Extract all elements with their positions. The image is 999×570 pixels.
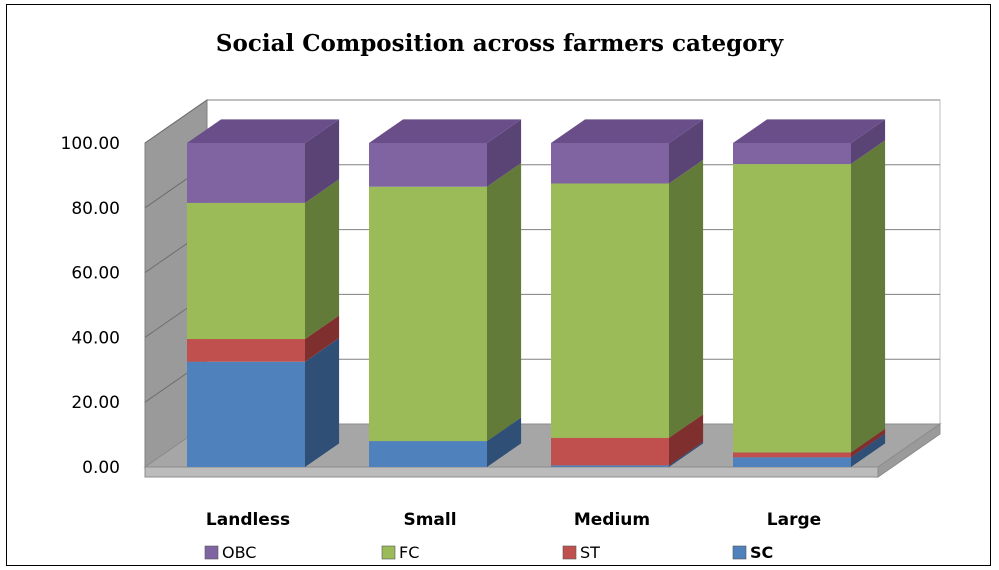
legend-label-fc: FC	[399, 543, 419, 562]
bar-fc-medium	[551, 183, 669, 438]
bar-fc-landless	[187, 202, 305, 340]
bar-obc-large	[733, 143, 851, 165]
bar-sc-medium	[551, 465, 669, 467]
bar-fc-large	[733, 164, 851, 453]
floor-side	[877, 423, 941, 478]
legend-label-obc: OBC	[222, 543, 256, 562]
chart-title: Social Composition across farmers catego…	[215, 30, 784, 57]
bar-side-obc-small	[487, 119, 522, 187]
bar-top-landless	[187, 119, 340, 143]
y-tick-label: 100.00	[61, 134, 120, 154]
bar-side-fc-medium	[669, 159, 704, 438]
bar-side-sc-large	[851, 433, 886, 467]
bar-side-obc-landless	[305, 119, 340, 203]
bar-side-fc-small	[487, 163, 522, 442]
legend-swatch-fc	[381, 545, 396, 560]
bar-sc-landless	[187, 361, 305, 467]
bar-fc-small	[369, 186, 487, 442]
y-tick-label: 20.00	[71, 393, 120, 413]
bar-side-st-large	[851, 428, 886, 458]
legend-label-st: ST	[580, 543, 600, 562]
y-tick-label: 40.00	[71, 328, 120, 348]
legend-label-sc: SC	[750, 543, 773, 562]
bar-obc-medium	[551, 143, 669, 184]
bar-obc-small	[369, 143, 487, 187]
bar-side-obc-medium	[669, 119, 704, 184]
legend-swatch-st	[562, 545, 577, 560]
floor-front	[144, 466, 879, 478]
bar-side-sc-medium	[669, 441, 704, 467]
bar-top-small	[369, 119, 522, 143]
x-category-label: Small	[403, 510, 456, 530]
bar-sc-large	[733, 457, 851, 467]
bar-side-fc-large	[851, 140, 886, 453]
bar-side-obc-large	[851, 119, 886, 165]
y-tick-label: 80.00	[71, 199, 120, 219]
x-category-label: Landless	[206, 510, 290, 530]
bar-st-landless	[187, 339, 305, 362]
bar-st-medium	[551, 437, 669, 466]
bar-obc-landless	[187, 143, 305, 203]
bar-side-st-medium	[669, 414, 704, 466]
bar-side-sc-small	[487, 417, 522, 467]
bar-sc-small	[369, 441, 487, 467]
x-category-label: Medium	[574, 510, 650, 530]
bar-side-st-landless	[305, 315, 340, 362]
legend-swatch-obc	[204, 545, 219, 560]
x-category-label: Large	[767, 510, 821, 530]
gridline-side	[144, 99, 208, 144]
y-tick-label: 60.00	[71, 264, 120, 284]
bar-side-fc-landless	[305, 179, 340, 340]
y-tick-label: 0.00	[82, 458, 120, 478]
bar-side-sc-landless	[305, 338, 340, 467]
bar-top-large	[733, 119, 886, 143]
bar-top-medium	[551, 119, 704, 143]
bar-st-large	[733, 452, 851, 458]
legend-swatch-sc	[732, 545, 747, 560]
